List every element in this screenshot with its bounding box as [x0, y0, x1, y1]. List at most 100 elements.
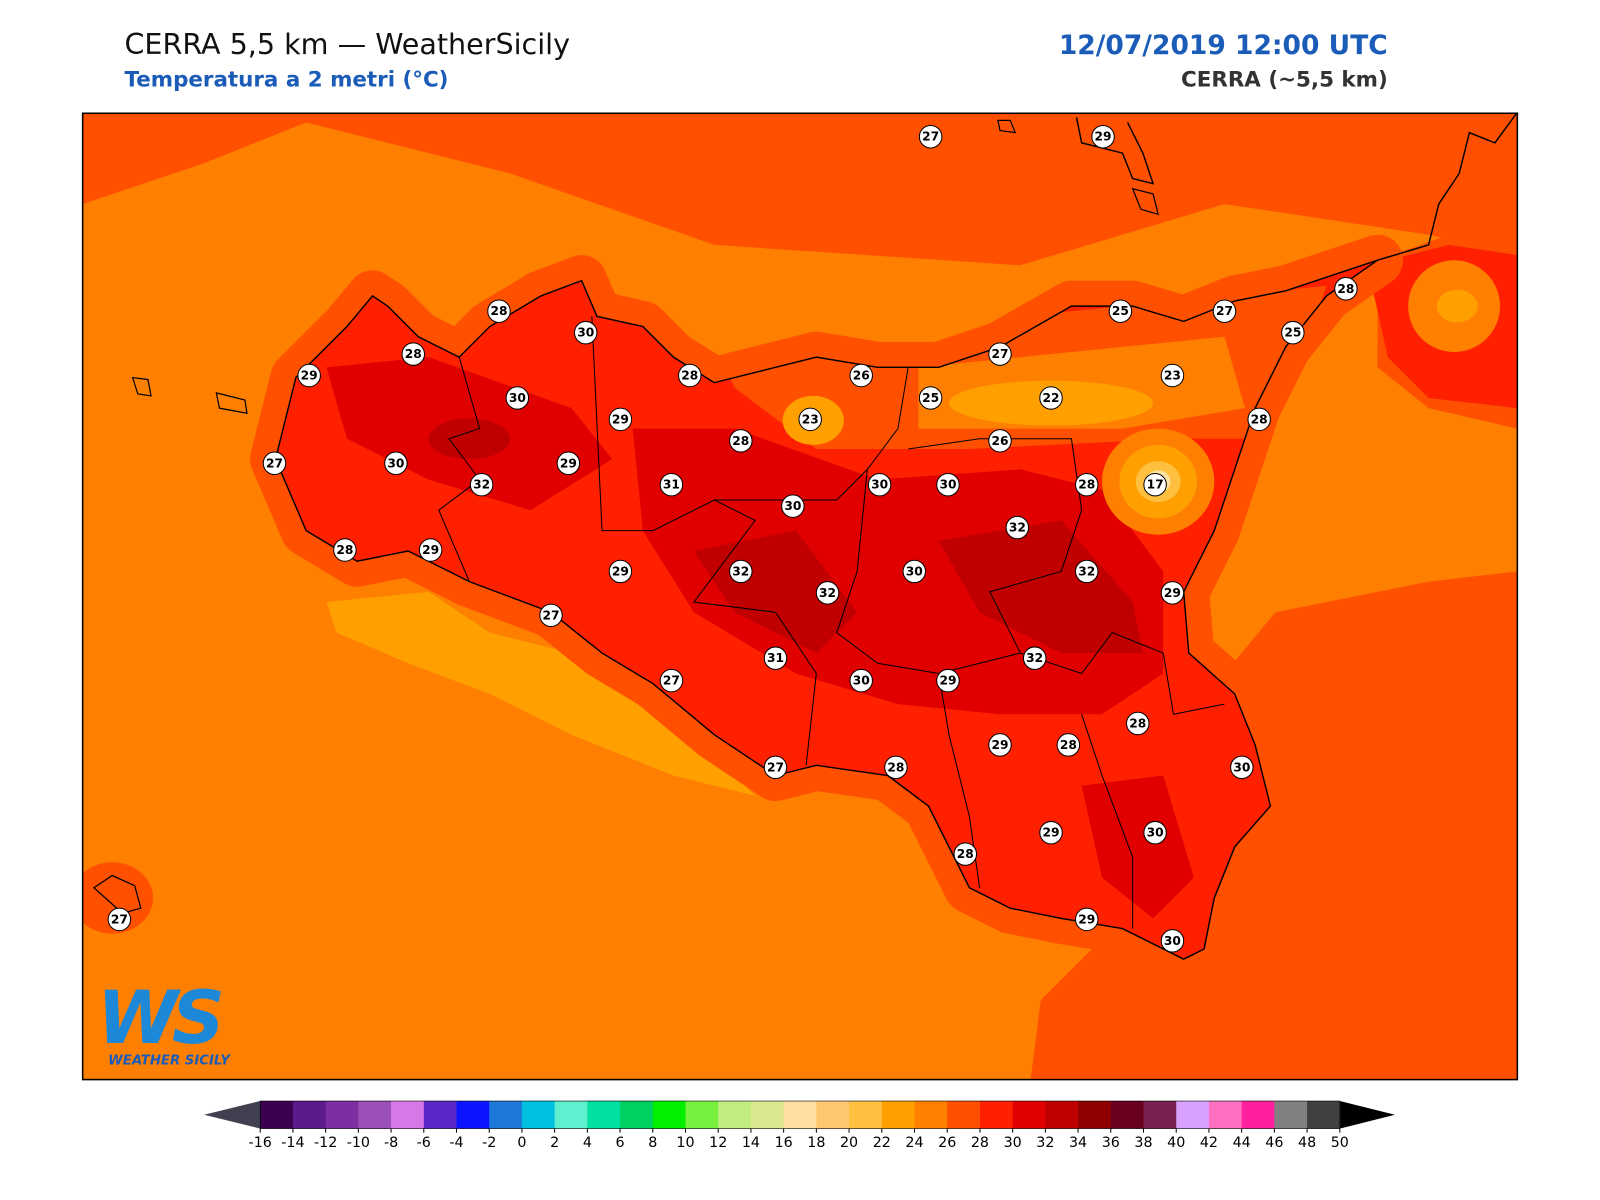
colorbar-tick-label: -6 — [417, 1135, 431, 1151]
colorbar-tick-label: 6 — [616, 1135, 625, 1151]
colorbar-tick-label: 46 — [1265, 1135, 1283, 1151]
colorbar-segment — [521, 1101, 556, 1129]
station-value: 32 — [473, 478, 490, 492]
station-marker — [1075, 907, 1099, 932]
map-frame — [81, 112, 1519, 1081]
colorbar-segment — [1012, 1101, 1046, 1129]
colorbar-tick-label: 14 — [742, 1135, 760, 1151]
station-value: 29 — [1078, 912, 1095, 926]
station-value: 29 — [612, 564, 629, 578]
station-marker — [469, 472, 494, 497]
colorbar-segment — [587, 1101, 621, 1129]
station-value: 30 — [871, 478, 888, 492]
colorbar-segment — [652, 1101, 687, 1129]
colorbar-tick-label: 8 — [648, 1135, 657, 1151]
station-value: 27 — [1216, 304, 1233, 318]
station-marker — [333, 538, 357, 562]
colorbar-segment — [1045, 1101, 1079, 1129]
station-value: 28 — [1129, 716, 1146, 730]
station-value: 30 — [387, 456, 404, 470]
station-value: 30 — [784, 499, 801, 513]
colorbar-segment — [1176, 1101, 1210, 1129]
colorbar-tick-label: 36 — [1102, 1135, 1120, 1151]
station-marker — [1075, 559, 1099, 584]
station-marker — [608, 407, 633, 432]
datetime: 12/07/2019 12:00 UTC — [1059, 30, 1388, 61]
colorbar-segment — [1241, 1101, 1275, 1129]
colorbar-segment — [489, 1101, 523, 1129]
colorbar-tick-label: 38 — [1134, 1135, 1152, 1151]
station-marker — [659, 668, 684, 693]
colorbar-segment — [1110, 1101, 1145, 1129]
logo: WS WEATHER SICILY — [97, 976, 231, 1068]
station-marker — [1160, 581, 1185, 605]
station-marker — [418, 538, 443, 562]
station-value: 25 — [1112, 304, 1129, 318]
station-marker — [659, 472, 684, 497]
station-marker — [107, 907, 132, 932]
station-marker — [1056, 733, 1081, 757]
station-marker — [1039, 386, 1063, 410]
colorbar-segment — [391, 1101, 425, 1129]
station-marker — [608, 559, 633, 584]
station-marker — [902, 559, 927, 584]
field-layer — [1436, 289, 1478, 323]
field-layer — [428, 418, 511, 460]
colorbar-tick-label: -4 — [449, 1135, 463, 1151]
colorbar-segment — [881, 1101, 916, 1129]
station-value: 22 — [1043, 391, 1060, 405]
station-value: 27 — [767, 760, 784, 774]
colorbar-segment — [456, 1101, 490, 1129]
colorbar-tick-label: -2 — [482, 1135, 496, 1151]
station-value: 29 — [991, 738, 1008, 752]
station-value: 30 — [853, 674, 870, 688]
coastline — [1075, 117, 1155, 185]
station-value: 26 — [853, 369, 870, 383]
station-marker — [1005, 515, 1030, 540]
station-value: 28 — [681, 369, 698, 383]
station-marker — [763, 755, 788, 780]
station-marker — [988, 733, 1012, 757]
field-layer — [938, 520, 1143, 654]
field-layer — [326, 591, 756, 796]
station-value: 30 — [906, 564, 923, 578]
station-marker — [729, 559, 753, 584]
station-marker — [1230, 755, 1254, 780]
station-value: 28 — [1251, 412, 1268, 426]
station-marker — [918, 386, 943, 410]
region-border — [438, 316, 1225, 929]
station-value: 28 — [490, 304, 507, 318]
station-value: 28 — [336, 543, 353, 557]
colorbar: -16 -14 -12 -10 -8 -6 -4 -2 0 2 4 6 8 10 12 14 16 18 20 22 2… — [204, 1100, 1395, 1151]
station-labels: 27 29 28 30 28 25 27 25 28 29 28 26 27 23 30 25 22 29 23 28… — [107, 125, 1358, 953]
station-value: 28 — [732, 434, 749, 448]
station-value: 30 — [939, 478, 956, 492]
station-value: 25 — [1284, 326, 1301, 340]
colorbar-tick-label: 48 — [1298, 1135, 1316, 1151]
colorbar-tick-label: 50 — [1331, 1135, 1349, 1151]
station-value: 29 — [560, 456, 577, 470]
colorbar-tick-label: -14 — [281, 1135, 304, 1151]
station-value: 32 — [1009, 521, 1026, 535]
colorbar-under — [204, 1101, 261, 1129]
station-value: 29 — [422, 543, 439, 557]
station-marker — [953, 842, 978, 866]
station-value: 29 — [1164, 586, 1181, 600]
station-value: 32 — [1078, 564, 1095, 578]
logo-mark: WS — [97, 976, 221, 1061]
station-marker — [1212, 299, 1237, 323]
station-value: 28 — [957, 847, 974, 861]
colorbar-segment — [1143, 1101, 1177, 1129]
colorbar-tick-label: -8 — [384, 1135, 398, 1151]
station-value: 28 — [887, 760, 904, 774]
colorbar-tick-label: 22 — [873, 1135, 891, 1151]
coastline — [92, 119, 1160, 914]
station-value: 27 — [543, 608, 560, 622]
station-marker — [988, 429, 1012, 453]
station-value: 30 — [1147, 826, 1164, 840]
station-marker — [505, 386, 530, 410]
station-value: 29 — [1095, 130, 1112, 144]
colorbar-tick-label: 26 — [938, 1135, 956, 1151]
colorbar-tick-label: 28 — [971, 1135, 989, 1151]
station-marker — [1143, 472, 1167, 497]
